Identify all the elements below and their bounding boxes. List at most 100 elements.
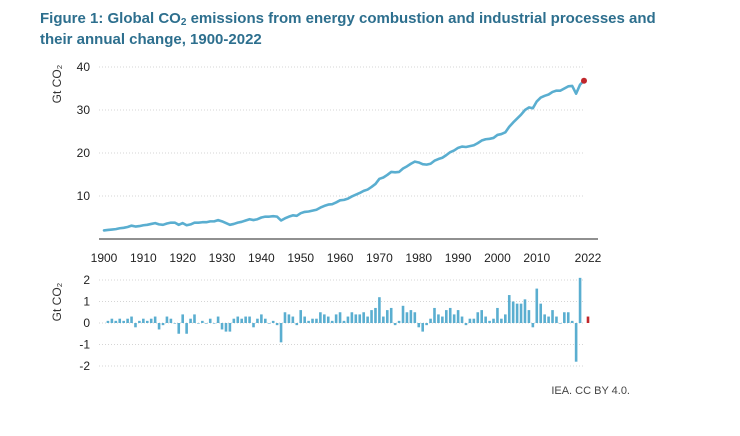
y-tick-label: 10 bbox=[77, 189, 91, 203]
annual-change-bar bbox=[122, 320, 125, 323]
annual-change-bar bbox=[484, 316, 487, 323]
y-axis-label-bottom: Gt CO₂ bbox=[50, 282, 64, 321]
annual-change-bar bbox=[413, 312, 417, 323]
annual-change-bar bbox=[283, 312, 287, 323]
x-tick-label: 2022 bbox=[575, 251, 602, 265]
annual-change-bar bbox=[492, 318, 495, 323]
annual-change-bar bbox=[523, 299, 527, 323]
annual-change-bar bbox=[205, 323, 208, 324]
annual-change-bar bbox=[177, 323, 181, 334]
annual-change-bar bbox=[319, 312, 322, 323]
annual-change-bar bbox=[334, 314, 338, 323]
annual-change-bar bbox=[563, 312, 566, 323]
annual-change-bar bbox=[374, 307, 377, 323]
annual-change-bar bbox=[504, 314, 507, 323]
annual-change-bar bbox=[244, 316, 247, 323]
annual-change-bar bbox=[138, 320, 141, 323]
annual-change-bar bbox=[224, 323, 228, 332]
annual-change-bar bbox=[338, 312, 342, 323]
annual-change-bar bbox=[295, 323, 299, 326]
annual-change-bar bbox=[252, 323, 255, 328]
annual-change-bar bbox=[468, 318, 472, 323]
annual-change-bar bbox=[362, 312, 365, 323]
annual-change-bar bbox=[476, 312, 480, 323]
annual-change-bar bbox=[185, 323, 188, 334]
annual-change-bar bbox=[169, 318, 173, 323]
annual-change-bar bbox=[409, 310, 413, 323]
annual-change-bar bbox=[307, 320, 310, 323]
annual-change-bar bbox=[189, 318, 192, 323]
annual-change-bar bbox=[393, 323, 397, 326]
annual-change-bar bbox=[267, 323, 271, 324]
annual-change-bar bbox=[240, 318, 243, 323]
x-tick-label: 1920 bbox=[169, 251, 196, 265]
annual-change-bar bbox=[456, 310, 460, 323]
x-tick-label: 1900 bbox=[91, 251, 118, 265]
annual-change-bar bbox=[354, 314, 358, 323]
annual-change-bar bbox=[480, 310, 483, 323]
annual-change-bar bbox=[570, 320, 574, 323]
annual-change-bar bbox=[429, 318, 432, 323]
y-axis-label-top: Gt CO₂ bbox=[50, 64, 64, 103]
annual-change-bar bbox=[173, 323, 177, 324]
annual-change-bar bbox=[114, 320, 118, 323]
annual-change-bar bbox=[378, 297, 381, 323]
annual-change-bar bbox=[358, 314, 362, 323]
annual-change-bar bbox=[527, 310, 531, 323]
annual-change-bar bbox=[539, 303, 543, 323]
annual-change-bar bbox=[130, 316, 133, 323]
annual-change-bar bbox=[535, 288, 539, 323]
annual-change-bar bbox=[385, 310, 389, 323]
title-subscript: 2 bbox=[180, 17, 187, 28]
annual-change-bar bbox=[212, 323, 216, 324]
x-tick-label: 1940 bbox=[248, 251, 275, 265]
annual-change-bar bbox=[496, 307, 499, 323]
annual-change-bar bbox=[488, 320, 491, 323]
annual-change-bar bbox=[279, 323, 283, 343]
annual-change-bar bbox=[389, 307, 393, 323]
annual-change-bar bbox=[287, 314, 291, 323]
annual-change-bar bbox=[421, 323, 424, 332]
annual-change-bar bbox=[216, 316, 220, 323]
annual-change-bar bbox=[134, 323, 137, 328]
annual-change-bar bbox=[382, 316, 385, 323]
annual-change-bar bbox=[145, 320, 149, 323]
annual-change-bar bbox=[405, 312, 409, 323]
annual-change-bar bbox=[165, 316, 169, 323]
annual-change-bar bbox=[515, 303, 519, 323]
annual-change-bar bbox=[323, 314, 326, 323]
annual-change-bar bbox=[153, 316, 157, 323]
x-tick-label: 1970 bbox=[366, 251, 393, 265]
annual-change-bar bbox=[417, 323, 421, 328]
annual-change-bar bbox=[531, 323, 535, 328]
annual-change-bar bbox=[275, 323, 279, 326]
emissions-series-line bbox=[102, 79, 586, 232]
annual-change-bar bbox=[220, 323, 224, 330]
annual-change-bar bbox=[232, 318, 236, 323]
annual-change-bar bbox=[303, 316, 306, 323]
annual-change-bar bbox=[445, 310, 448, 323]
annual-change-bar bbox=[264, 318, 267, 323]
annual-change-bar bbox=[161, 323, 165, 326]
annual-change-bar bbox=[547, 316, 550, 323]
annual-change-bar bbox=[452, 314, 456, 323]
annual-change-bar bbox=[236, 316, 240, 323]
annual-change-bar bbox=[342, 320, 346, 323]
annual-change-bar bbox=[260, 314, 263, 323]
annual-change-bar bbox=[326, 316, 330, 323]
annual-change-bar bbox=[397, 320, 401, 323]
annual-change-bar bbox=[256, 318, 259, 323]
bar-y-tick-label: 2 bbox=[83, 273, 90, 287]
annual-change-bar bbox=[507, 295, 511, 323]
annual-change-bar bbox=[574, 323, 578, 362]
bar-y-tick-label: -1 bbox=[79, 338, 90, 352]
annual-change-bar bbox=[157, 323, 161, 330]
annual-change-bar bbox=[299, 310, 303, 323]
source-credit: IEA. CC BY 4.0. bbox=[551, 385, 630, 397]
x-tick-label: 1960 bbox=[327, 251, 354, 265]
bar-y-tick-label: 1 bbox=[83, 295, 90, 309]
x-tick-label: 1950 bbox=[287, 251, 314, 265]
annual-change-bar bbox=[551, 310, 554, 323]
y-tick-label: 40 bbox=[77, 60, 91, 74]
annual-change-bar bbox=[460, 316, 464, 323]
